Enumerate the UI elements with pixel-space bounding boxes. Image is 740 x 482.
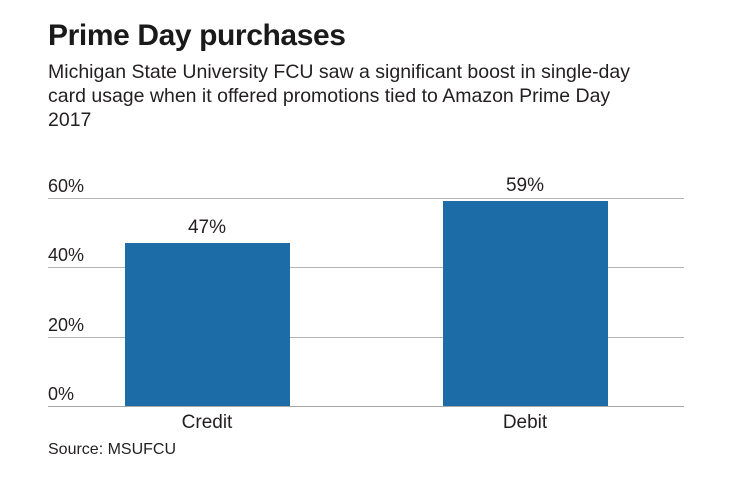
y-axis-tick-label: 0% bbox=[48, 384, 75, 404]
x-axis-category-label-debit: Debit bbox=[502, 412, 548, 433]
page-title: Prime Day purchases bbox=[48, 19, 346, 52]
bar-value-label-debit: 59% bbox=[505, 175, 545, 197]
bar-credit[interactable] bbox=[124, 243, 290, 406]
gridline-0 bbox=[48, 406, 684, 407]
bar-value-label-credit: 47% bbox=[187, 217, 227, 239]
x-axis-category-label-credit: Credit bbox=[181, 412, 233, 433]
y-axis-tick-label: 20% bbox=[48, 314, 85, 335]
plot-area: 0% 20% 40% 60% 47% Credit 59% Debit bbox=[48, 176, 684, 433]
chart-subtitle: Michigan State University FCU saw a sign… bbox=[48, 61, 631, 131]
y-axis-tick-label: 60% bbox=[48, 176, 85, 196]
bar-debit[interactable] bbox=[442, 201, 608, 406]
source-note: Source: MSUFCU bbox=[48, 441, 177, 458]
y-axis-tick-label: 40% bbox=[48, 245, 85, 266]
gridline-20 bbox=[48, 336, 684, 338]
gridline-40 bbox=[48, 267, 684, 269]
gridline-60 bbox=[48, 198, 684, 199]
chart-header: Prime Day purchases Michigan State Unive… bbox=[48, 18, 668, 132]
